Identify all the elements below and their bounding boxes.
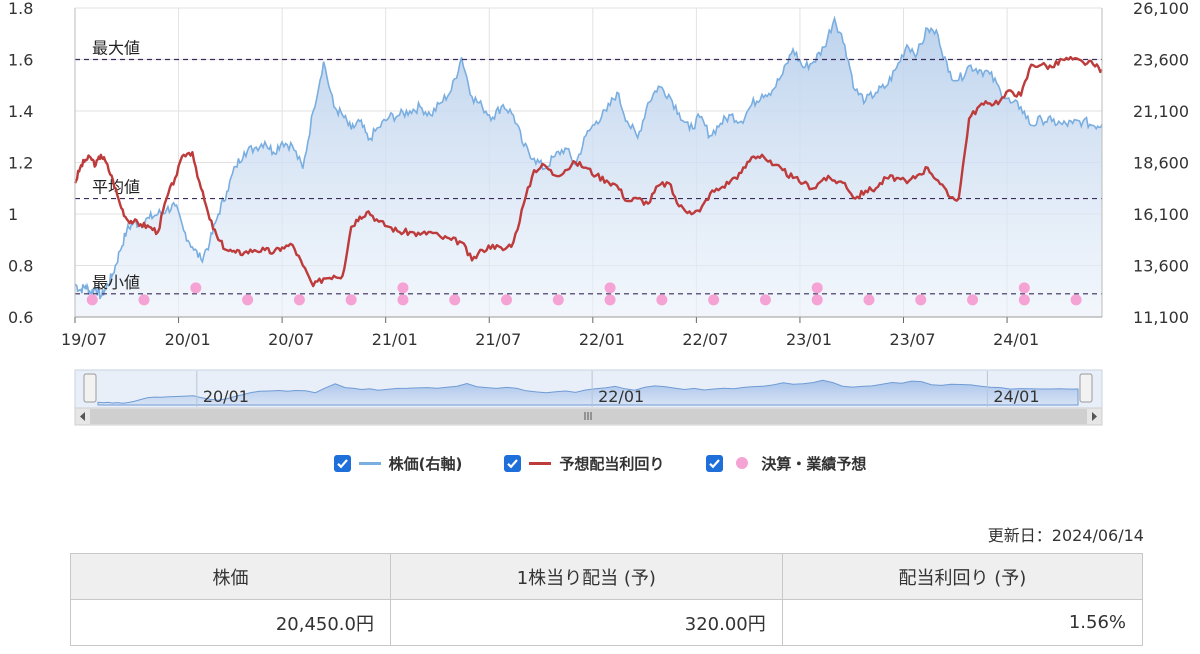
event-swatch (736, 457, 749, 469)
summary-value-row: 20,450.0円 320.00円 1.56% (70, 599, 1144, 646)
event-marker (86, 294, 98, 306)
header-dividend: 1株当り配当 (予) (389, 553, 783, 600)
navigator-left-handle[interactable] (83, 373, 97, 403)
y-left-tick-label: 1.2 (8, 154, 33, 173)
event-marker (1018, 294, 1030, 306)
legend-events-label: 決算・業績予想 (761, 454, 867, 473)
legend-yield[interactable]: 予想配当利回り (504, 453, 664, 474)
event-marker (656, 294, 668, 306)
reference-label: 最大値 (92, 39, 140, 58)
x-tick-label: 24/01 (993, 330, 1039, 349)
y-left-tick-label: 0.6 (8, 308, 33, 327)
scroll-left-icon[interactable] (80, 412, 85, 421)
price-swatch (358, 461, 381, 465)
event-marker (552, 294, 564, 306)
y-right-tick-label: 21,100 (1133, 102, 1189, 121)
x-tick-label: 21/07 (475, 330, 521, 349)
y-right-tick-label: 11,100 (1133, 308, 1189, 327)
event-marker (190, 282, 202, 294)
navigator-label: 20/01 (203, 387, 249, 406)
y-right-tick-label: 23,600 (1133, 51, 1189, 70)
event-marker (1070, 294, 1082, 306)
event-marker (138, 294, 150, 306)
event-marker (811, 282, 823, 294)
event-markers (86, 282, 1082, 306)
scroll-grip-icon (584, 412, 592, 420)
x-tick-label: 23/07 (890, 330, 936, 349)
navigator-area (97, 379, 1079, 406)
checkbox-checked-icon[interactable] (504, 454, 522, 472)
value-dividend: 320.00円 (389, 599, 783, 646)
summary-table: 株価 1株当り配当 (予) 配当利回り (予) 20,450.0円 320.00… (70, 553, 1144, 646)
event-marker (604, 282, 616, 294)
range-navigator[interactable]: 20/01 22/01 24/01 (74, 369, 1103, 426)
event-marker (915, 294, 927, 306)
y-left-tick-label: 1 (8, 205, 18, 224)
event-marker (604, 294, 616, 306)
navigator-label: 24/01 (993, 387, 1039, 406)
y-right-tick-label: 13,600 (1133, 257, 1189, 276)
y-right-tick-label: 26,100 (1133, 0, 1189, 18)
price-line (74, 15, 1103, 300)
x-tick-label: 23/01 (786, 330, 832, 349)
event-marker (397, 282, 409, 294)
y-left-tick-label: 0.8 (8, 257, 33, 276)
scroll-right-icon[interactable] (1092, 412, 1097, 421)
reference-label: 平均値 (92, 178, 140, 197)
summary-header-row: 株価 1株当り配当 (予) 配当利回り (予) (70, 553, 1144, 600)
header-yield: 配当利回り (予) (781, 553, 1144, 600)
legend-price[interactable]: 株価(右軸) (333, 453, 463, 474)
x-tick-label: 21/01 (372, 330, 418, 349)
event-marker (967, 294, 979, 306)
x-tick-label: 22/07 (682, 330, 728, 349)
legend-yield-label: 予想配当利回り (559, 454, 665, 473)
reference-label: 最小値 (92, 273, 140, 292)
event-marker (293, 294, 305, 306)
chart-legend: 株価(右軸) 予想配当利回り 決算・業績予想 (0, 450, 1200, 476)
event-marker (397, 294, 409, 306)
updated-date: 更新日：2024/06/14 (987, 526, 1144, 545)
event-marker (811, 294, 823, 306)
y-right-tick-label: 18,600 (1133, 154, 1189, 173)
event-marker (1018, 282, 1030, 294)
event-marker (863, 294, 875, 306)
legend-events[interactable]: 決算・業績予想 (706, 453, 866, 474)
y-left-tick-label: 1.6 (8, 51, 33, 70)
x-tick-label: 20/07 (268, 330, 314, 349)
y-left-tick-label: 1.4 (8, 102, 33, 121)
event-marker (449, 294, 461, 306)
navigator-right-handle[interactable] (1079, 373, 1093, 403)
event-marker (345, 294, 357, 306)
value-price: 20,450.0円 (70, 599, 391, 646)
header-price: 株価 (70, 553, 391, 600)
x-tick-label: 20/01 (165, 330, 211, 349)
navigator-labels: 20/01 22/01 24/01 (196, 371, 1040, 407)
event-marker (242, 294, 254, 306)
yield-line (73, 55, 1103, 288)
y-right-tick-label: 16,100 (1133, 205, 1189, 224)
navigator-label: 22/01 (598, 387, 644, 406)
axes: 1.8 1.6 1.4 1.2 1 0.8 0.6 26,100 23,600 21,100 18,… (8, 0, 1189, 349)
event-marker (708, 294, 720, 306)
checkbox-checked-icon[interactable] (333, 454, 351, 472)
checkbox-checked-icon[interactable] (706, 454, 724, 472)
y-left-tick-label: 1.8 (8, 0, 33, 18)
event-marker (501, 294, 513, 306)
yield-swatch (529, 461, 552, 465)
value-yield: 1.56% (781, 599, 1144, 646)
x-tick-label: 19/07 (61, 330, 107, 349)
x-tick-label: 22/01 (579, 330, 625, 349)
legend-price-label: 株価(右軸) (388, 454, 463, 473)
event-marker (759, 294, 771, 306)
